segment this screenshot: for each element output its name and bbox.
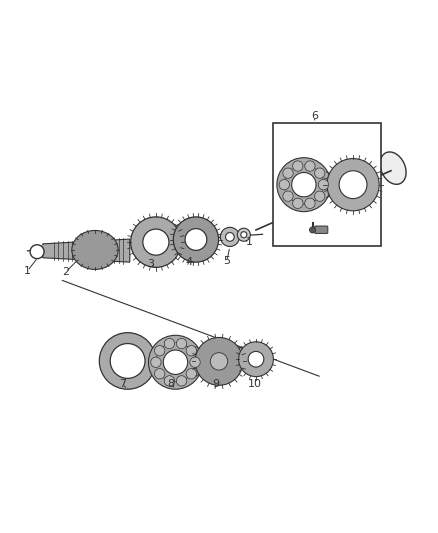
Circle shape [314,191,325,201]
Circle shape [283,168,293,179]
Circle shape [226,232,234,241]
Circle shape [237,228,251,241]
Text: 2: 2 [62,267,69,277]
Text: 10: 10 [248,379,262,389]
Circle shape [173,217,219,262]
Text: 6: 6 [311,111,318,122]
Text: 7: 7 [119,379,126,389]
Circle shape [279,180,290,190]
Polygon shape [37,246,44,254]
Text: 5: 5 [223,256,230,266]
Circle shape [210,353,228,370]
Circle shape [314,168,325,179]
Circle shape [190,357,200,367]
Ellipse shape [380,152,406,184]
Circle shape [177,338,187,349]
Circle shape [283,191,293,201]
Circle shape [131,217,181,268]
Circle shape [148,335,202,389]
Circle shape [163,350,187,375]
Circle shape [186,369,197,379]
Circle shape [339,171,367,199]
Text: 4: 4 [186,257,193,267]
Text: 1: 1 [246,237,253,247]
Ellipse shape [72,230,118,270]
Circle shape [155,345,165,356]
Circle shape [143,229,169,255]
Bar [273,123,381,246]
FancyBboxPatch shape [315,226,328,233]
Circle shape [241,232,247,238]
Circle shape [293,161,303,171]
Circle shape [164,376,175,386]
Text: 8: 8 [168,379,175,389]
Text: 1: 1 [24,266,31,276]
Circle shape [318,180,328,190]
Circle shape [186,345,197,356]
Text: 9: 9 [212,379,219,389]
Circle shape [195,337,243,385]
Circle shape [277,158,331,212]
Circle shape [151,357,161,367]
Circle shape [327,158,379,211]
Text: 3: 3 [147,259,154,269]
Circle shape [110,344,145,378]
Circle shape [155,369,165,379]
Polygon shape [43,239,130,262]
Circle shape [220,228,240,246]
Circle shape [30,245,44,259]
Circle shape [305,161,315,171]
Circle shape [293,198,303,208]
Circle shape [177,376,187,386]
Circle shape [239,342,273,377]
Circle shape [310,227,316,233]
Circle shape [164,338,175,349]
Circle shape [305,198,315,208]
Circle shape [185,229,207,251]
Circle shape [248,351,264,367]
Circle shape [292,173,316,197]
Circle shape [99,333,156,389]
